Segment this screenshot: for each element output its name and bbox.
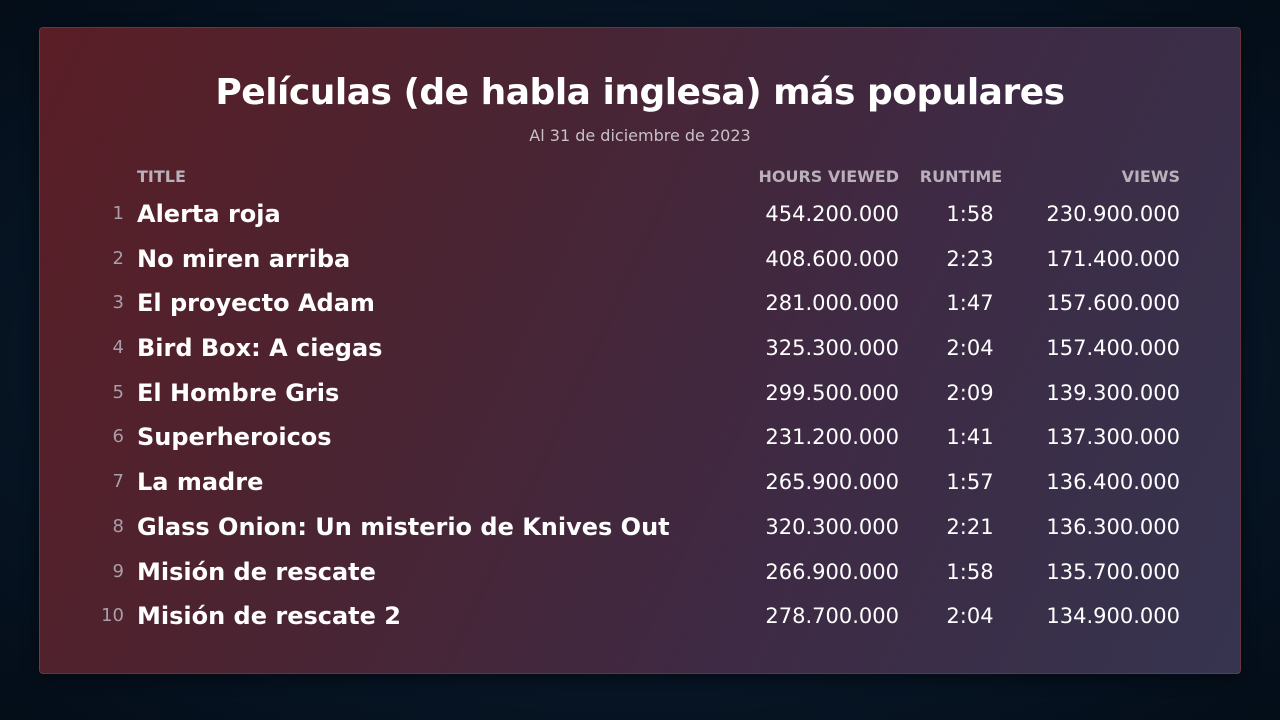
row-rank: 5: [112, 381, 124, 403]
row-rank: 7: [112, 471, 124, 493]
row-hours-viewed: 299.500.000: [765, 380, 899, 405]
row-title: El proyecto Adam: [137, 289, 375, 318]
column-header-title: TITLE: [137, 167, 186, 186]
row-runtime: 2:21: [946, 514, 994, 539]
table-row: 10 Misión de rescate 2 278.700.000 2:04 …: [40, 594, 1240, 639]
row-hours-viewed: 320.300.000: [765, 514, 899, 539]
row-views: 136.300.000: [1046, 514, 1180, 539]
row-title: Misión de rescate 2: [137, 602, 401, 631]
row-views: 139.300.000: [1046, 380, 1180, 405]
table-row: 5 El Hombre Gris 299.500.000 2:09 139.30…: [40, 371, 1240, 416]
ranking-table: 1 Alerta roja 454.200.000 1:58 230.900.0…: [40, 192, 1240, 639]
row-runtime: 2:09: [946, 380, 994, 405]
row-rank: 4: [112, 337, 124, 359]
row-title: Alerta roja: [137, 200, 281, 228]
row-views: 136.400.000: [1046, 470, 1180, 495]
page-subtitle: Al 31 de diciembre de 2023: [529, 126, 751, 145]
row-runtime: 1:41: [946, 425, 994, 450]
table-row: 9 Misión de rescate 266.900.000 1:58 135…: [40, 550, 1240, 595]
row-views: 137.300.000: [1046, 425, 1180, 450]
row-runtime: 1:58: [946, 202, 994, 226]
row-views: 230.900.000: [1046, 202, 1180, 226]
row-hours-viewed: 265.900.000: [765, 470, 899, 495]
row-rank: 8: [112, 515, 124, 537]
table-row: 4 Bird Box: A ciegas 325.300.000 2:04 15…: [40, 326, 1240, 371]
row-runtime: 2:04: [946, 604, 994, 629]
row-hours-viewed: 281.000.000: [765, 291, 899, 316]
table-row: 2 No miren arriba 408.600.000 2:23 171.4…: [40, 237, 1240, 282]
row-runtime: 1:57: [946, 470, 994, 495]
column-header-hours-viewed: HOURS VIEWED: [758, 167, 899, 186]
row-title: Superheroicos: [137, 423, 332, 452]
table-row: 1 Alerta roja 454.200.000 1:58 230.900.0…: [40, 192, 1240, 237]
row-title: Bird Box: A ciegas: [137, 334, 383, 363]
row-title: No miren arriba: [137, 244, 351, 273]
table-row: 3 El proyecto Adam 281.000.000 1:47 157.…: [40, 281, 1240, 326]
row-rank: 10: [101, 605, 124, 627]
row-hours-viewed: 278.700.000: [765, 604, 899, 629]
row-rank: 3: [112, 292, 124, 314]
row-rank: 9: [112, 560, 124, 582]
row-title: El Hombre Gris: [137, 378, 340, 407]
table-row: 6 Superheroicos 231.200.000 1:41 137.300…: [40, 415, 1240, 460]
row-runtime: 1:47: [946, 291, 994, 316]
row-runtime: 1:58: [946, 559, 994, 584]
row-rank: 2: [112, 247, 124, 269]
row-hours-viewed: 408.600.000: [765, 246, 899, 271]
column-header-views: VIEWS: [1121, 167, 1180, 186]
row-views: 157.600.000: [1046, 291, 1180, 316]
row-hours-viewed: 454.200.000: [765, 202, 899, 226]
row-rank: 1: [112, 203, 124, 224]
row-title: La madre: [137, 468, 264, 497]
row-hours-viewed: 266.900.000: [765, 559, 899, 584]
row-title: Glass Onion: Un misterio de Knives Out: [137, 512, 670, 541]
table-row: 7 La madre 265.900.000 1:57 136.400.000: [40, 460, 1240, 505]
row-title: Misión de rescate: [137, 557, 376, 586]
row-views: 157.400.000: [1046, 336, 1180, 361]
row-hours-viewed: 231.200.000: [765, 425, 899, 450]
row-views: 171.400.000: [1046, 246, 1180, 271]
row-views: 134.900.000: [1046, 604, 1180, 629]
row-runtime: 2:04: [946, 336, 994, 361]
row-hours-viewed: 325.300.000: [765, 336, 899, 361]
ranking-card: Películas (de habla inglesa) más popular…: [39, 27, 1241, 674]
row-runtime: 2:23: [946, 246, 994, 271]
row-views: 135.700.000: [1046, 559, 1180, 584]
table-row: 8 Glass Onion: Un misterio de Knives Out…: [40, 505, 1240, 550]
column-header-runtime: RUNTIME: [919, 167, 1003, 186]
row-rank: 6: [112, 426, 124, 448]
page-title: Películas (de habla inglesa) más popular…: [215, 72, 1065, 113]
